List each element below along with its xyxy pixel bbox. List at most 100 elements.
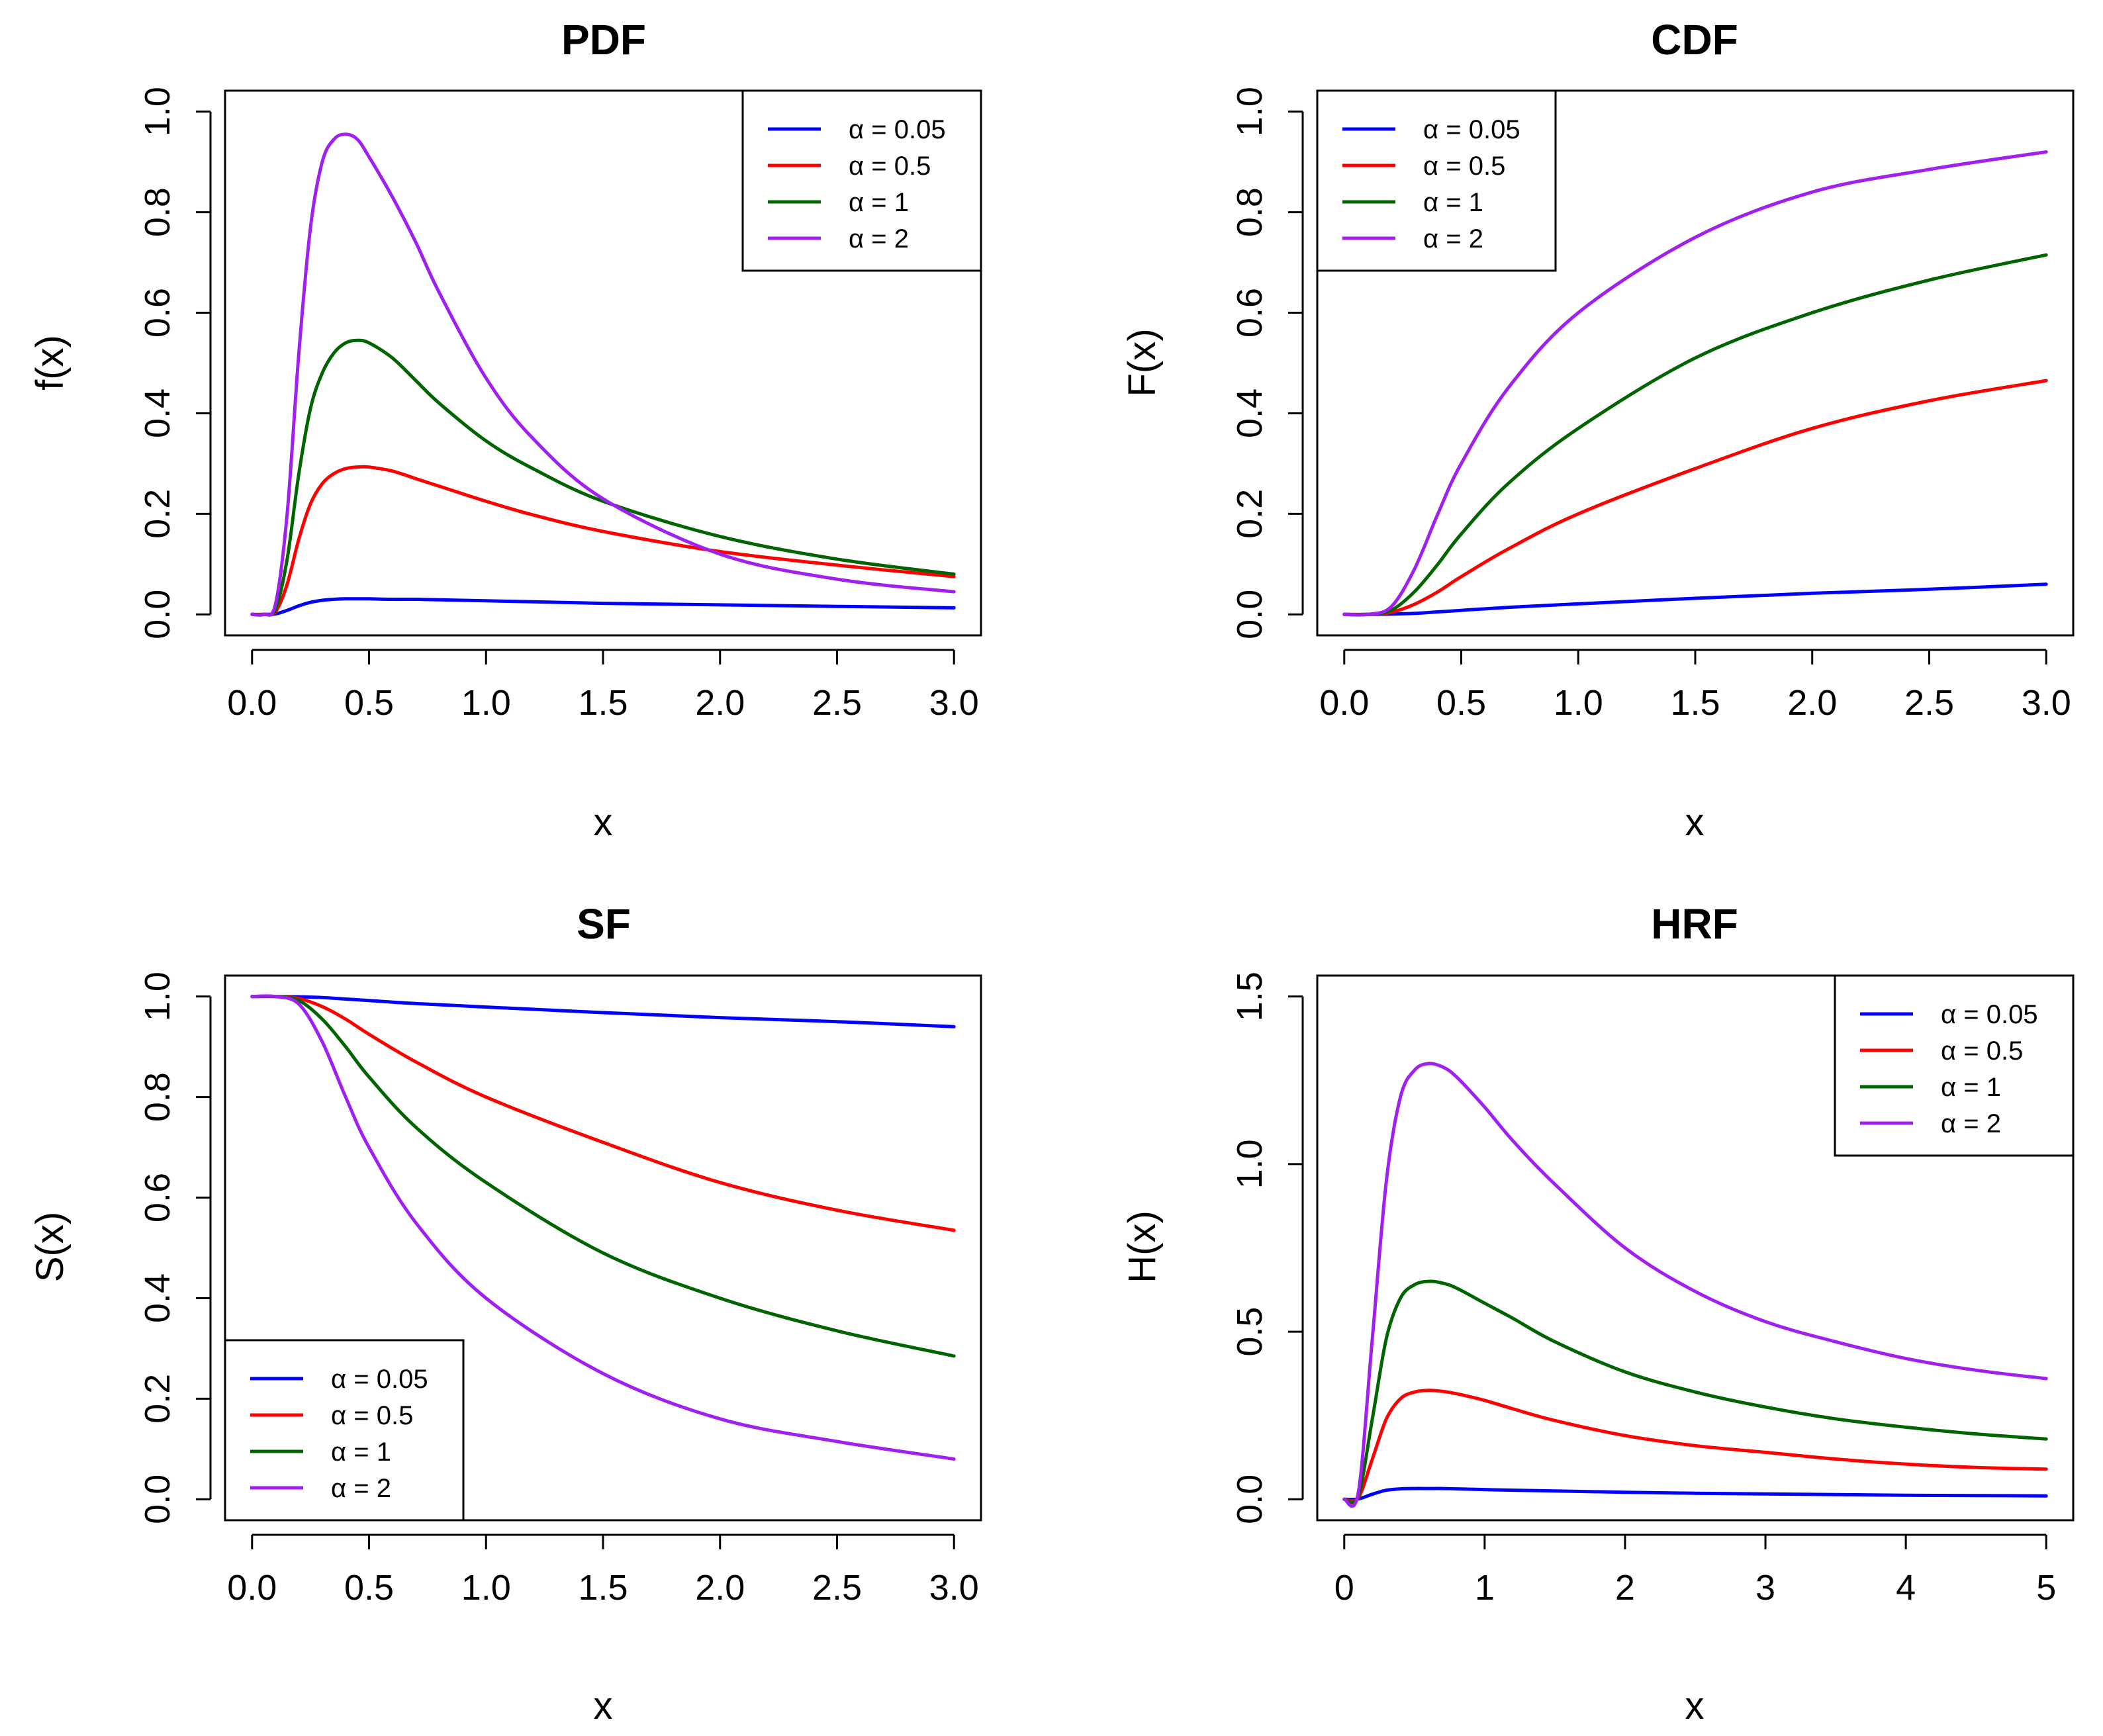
pdf-legend-label-2: α = 1 (849, 188, 909, 217)
pdf-plot-area (250, 132, 956, 617)
sf-legend: α = 0.05 α = 0.5 α = 1 α = 2 (224, 1339, 465, 1522)
pdf-x-tick-label: 2.0 (695, 683, 745, 723)
cdf-x-tick-label: 0.5 (1436, 683, 1486, 723)
pdf-plot-frame (224, 89, 982, 637)
cdf-legend-label-2: α = 1 (1423, 188, 1483, 217)
pdf-x-tick-label: 1.0 (461, 683, 511, 723)
hrf-x-tick-label: 1 (1475, 1568, 1495, 1608)
sf-legend-label-0: α = 0.05 (331, 1365, 428, 1394)
cdf-x-axis: 0.0 0.5 1.0 1.5 2.0 2.5 3.0 (1319, 649, 2071, 723)
cdf-x-tick-label: 3.0 (2022, 683, 2071, 723)
cdf-y-tick-label: 0.0 (1230, 590, 1270, 639)
sf-x-tick-label: 0.5 (344, 1568, 394, 1608)
cdf-series-line-2 (1342, 253, 2048, 617)
sf-series-line-0 (250, 995, 956, 1028)
sf-x-tick-label: 2.5 (812, 1568, 862, 1608)
cdf-x-tick-label: 2.5 (1904, 683, 1954, 723)
hrf-legend-label-2: α = 1 (1941, 1073, 2001, 1102)
sf-y-tick-label: 0.6 (138, 1173, 177, 1222)
cdf-panel: CDF 0.0 0.5 1.0 1.5 2.0 2.5 3.0 0.00.20.40.60.… (1121, 16, 2075, 844)
cdf-x-tick-label: 2.0 (1787, 683, 1837, 723)
hrf-y-tick-label: 1.5 (1230, 972, 1270, 1021)
sf-legend-label-1: α = 0.5 (331, 1401, 413, 1430)
cdf-series-line-0 (1342, 582, 2048, 616)
cdf-y-tick-label: 0.8 (1230, 187, 1270, 237)
hrf-x-tick-label: 4 (1896, 1568, 1916, 1608)
sf-series-line-1 (250, 994, 956, 1232)
pdf-series-line-0 (250, 597, 956, 616)
hrf-x-tick-label: 0 (1334, 1568, 1354, 1608)
pdf-y-axis: 0.0 0.2 0.4 0.6 0.8 1.0 (138, 87, 212, 639)
hrf-y-tick-label: 0.0 (1230, 1475, 1270, 1524)
sf-y-tick-label: 0.4 (138, 1273, 177, 1323)
pdf-y-tick-label: 0.8 (138, 187, 177, 237)
hrf-series-line-1 (1342, 1389, 2048, 1503)
sf-y-tick-label: 0.2 (138, 1374, 177, 1424)
sf-legend-label-3: α = 2 (331, 1474, 391, 1503)
sf-y-tick-label: 0.8 (138, 1072, 177, 1122)
hrf-legend-box (1834, 974, 2075, 1157)
sf-y-label: S(x) (28, 1212, 71, 1282)
pdf-x-tick-label: 0.5 (344, 683, 394, 723)
sf-x-tick-label: 3.0 (929, 1568, 979, 1608)
sf-y-tick-label: 0.0 (138, 1475, 177, 1524)
pdf-y-tick-label: 0.6 (138, 288, 177, 338)
sf-x-tick-label: 2.0 (695, 1568, 745, 1608)
pdf-x-tick-label: 3.0 (929, 683, 979, 723)
pdf-y-label: f(x) (28, 335, 71, 390)
cdf-y-label: F(x) (1121, 328, 1164, 396)
pdf-title: PDF (561, 16, 646, 64)
sf-series-line-2 (250, 994, 956, 1358)
cdf-y-tick-label: 1.0 (1230, 87, 1270, 136)
cdf-x-tick-label: 1.5 (1670, 683, 1720, 723)
pdf-y-tick-label: 0.0 (138, 590, 177, 639)
pdf-series-line-2 (250, 338, 956, 617)
cdf-legend-box (1316, 89, 1557, 272)
pdf-x-label: x (594, 801, 613, 844)
pdf-panel: PDF 0.0 0.5 1.0 1.5 2.0 2.5 3.0 0.00.20.40.60.… (28, 16, 982, 844)
pdf-legend-box (741, 89, 982, 272)
hrf-series-line-2 (1342, 1279, 2048, 1505)
sf-panel: SF 0.0 0.5 1.0 1.5 2.0 2.5 3.0 0.0 0.2 0.4 0.6 0.8… (28, 900, 982, 1727)
cdf-legend-label-3: α = 2 (1423, 224, 1483, 253)
cdf-y-tick-label: 0.2 (1230, 489, 1270, 539)
cdf-title: CDF (1651, 16, 1738, 64)
hrf-legend-label-0: α = 0.05 (1941, 1000, 2038, 1029)
pdf-x-tick-label: 0.0 (227, 683, 277, 723)
cdf-y-tick-label: 0.4 (1230, 388, 1270, 438)
sf-x-tick-label: 1.0 (461, 1568, 511, 1608)
cdf-legend: α = 0.05 α = 0.5 α = 1 α = 2 (1316, 89, 1557, 272)
hrf-series-line-0 (1342, 1486, 2048, 1502)
hrf-y-tick-label: 0.5 (1230, 1307, 1270, 1357)
cdf-series-line-1 (1342, 379, 2048, 617)
cdf-y-tick-label: 0.6 (1230, 288, 1270, 338)
hrf-x-axis: 0 1 2 3 4 5 (1334, 1533, 2056, 1608)
hrf-legend-label-1: α = 0.5 (1941, 1036, 2023, 1066)
cdf-x-label: x (1685, 801, 1705, 844)
hrf-x-tick-label: 5 (2036, 1568, 2056, 1608)
pdf-x-tick-label: 2.5 (812, 683, 862, 723)
cdf-legend-label-1: α = 0.5 (1423, 152, 1505, 181)
hrf-legend-label-3: α = 2 (1941, 1109, 2001, 1138)
sf-y-axis: 0.0 0.2 0.4 0.6 0.8 1.0 (138, 972, 212, 1524)
pdf-y-tick-label: 0.4 (138, 388, 177, 438)
sf-y-tick-label: 1.0 (138, 972, 177, 1021)
sf-plot-frame (224, 974, 982, 1522)
pdf-y-tick-label: 1.0 (138, 87, 177, 136)
pdf-legend-label-3: α = 2 (849, 224, 909, 253)
hrf-plot-frame (1316, 974, 2075, 1522)
hrf-x-tick-label: 3 (1755, 1568, 1775, 1608)
hrf-legend: α = 0.05 α = 0.5 α = 1 α = 2 (1834, 974, 2075, 1157)
hrf-x-tick-label: 2 (1615, 1568, 1635, 1608)
pdf-x-tick-label: 1.5 (578, 683, 628, 723)
cdf-y-axis: 0.0 0.2 0.4 0.6 0.8 1.0 (1230, 87, 1304, 639)
cdf-x-tick-label: 1.0 (1554, 683, 1603, 723)
cdf-x-tick-label: 0.0 (1319, 683, 1369, 723)
hrf-y-tick-label: 1.0 (1230, 1139, 1270, 1189)
sf-x-tick-label: 1.5 (578, 1568, 628, 1608)
pdf-y-tick-label: 0.2 (138, 489, 177, 539)
pdf-legend: α = 0.05 α = 0.5 α = 1 α = 2 (741, 89, 982, 272)
hrf-y-label: H(x) (1121, 1211, 1164, 1283)
